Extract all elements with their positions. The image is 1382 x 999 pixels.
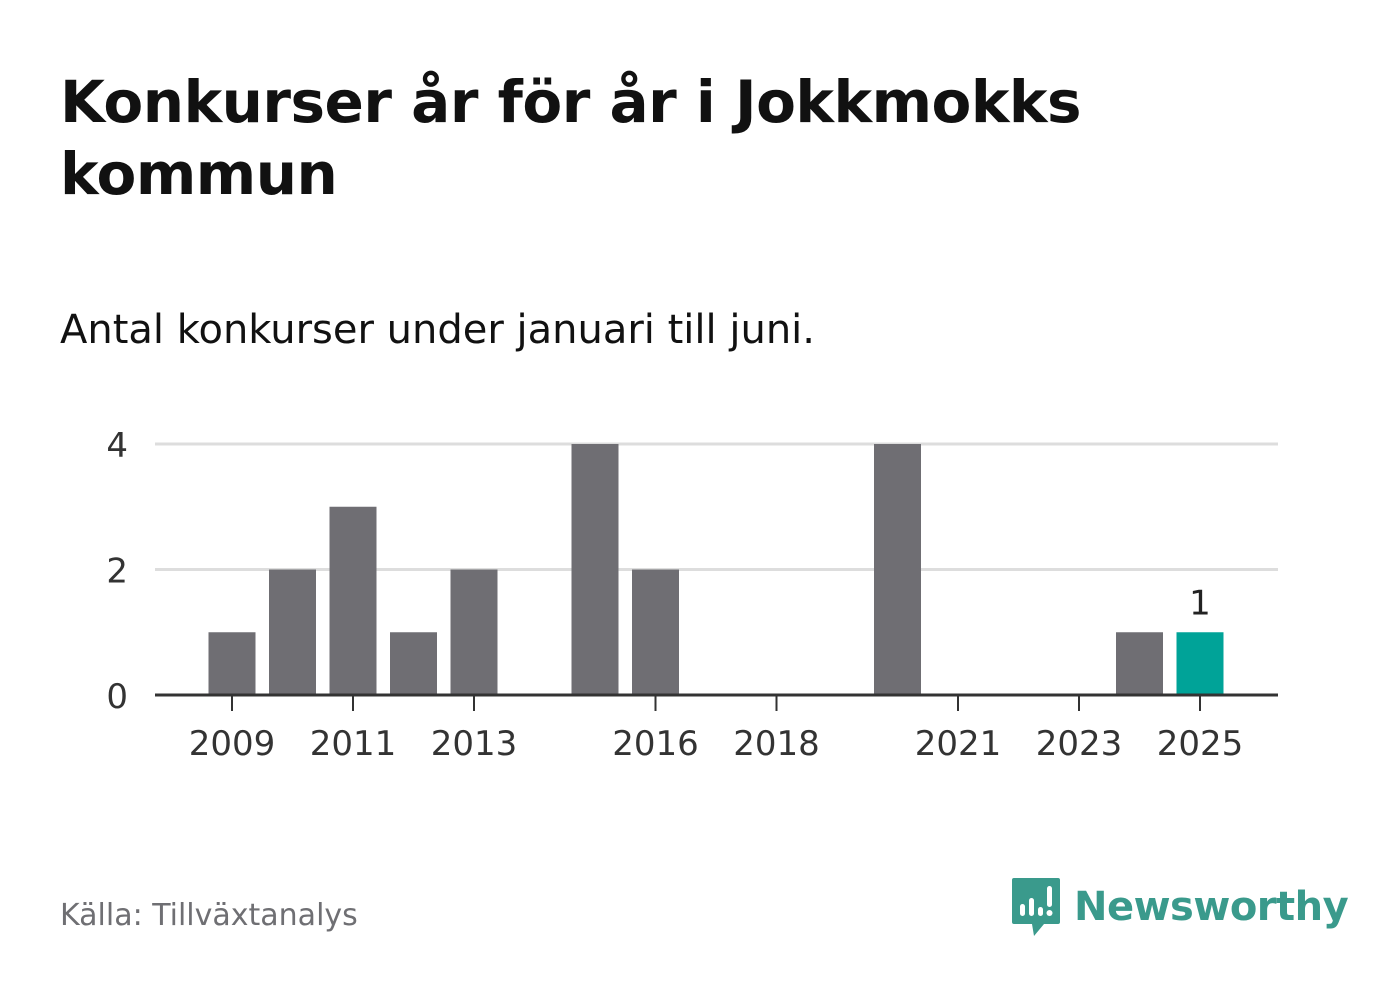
bar [329, 506, 377, 695]
brand-name: Newsworthy [1074, 884, 1349, 930]
brand-logo: Newsworthy [1010, 876, 1349, 938]
x-tick-label: 2021 [915, 724, 1002, 764]
bar [571, 444, 619, 695]
bar [390, 632, 437, 695]
bar [632, 569, 679, 695]
bar-chart: 0 2 4 2009 2011 2013 2016 2018 2021 2023 2025 1 [106, 426, 1278, 764]
bar [208, 632, 256, 695]
x-tick-label: 2011 [310, 724, 397, 764]
x-tick-label: 2016 [612, 724, 699, 764]
chart-subtitle: Antal konkurser under januari till juni. [60, 307, 815, 353]
x-tick-label: 2023 [1036, 724, 1123, 764]
x-tick-label: 2025 [1157, 724, 1244, 764]
y-tick-label: 4 [106, 426, 128, 466]
bar [269, 569, 316, 695]
bar [450, 569, 498, 695]
chart-title: Konkurser år för år i Jokkmokks kommun [60, 68, 1082, 208]
bar [1176, 632, 1224, 695]
x-tick-label: 2018 [733, 724, 820, 764]
y-tick-label: 2 [106, 552, 128, 592]
data-label: 1 [1189, 583, 1211, 623]
y-tick-label: 0 [106, 677, 128, 717]
bar [1116, 632, 1163, 695]
newsworthy-logo-icon [1012, 878, 1060, 936]
bar [874, 444, 921, 695]
x-tick-label: 2009 [189, 724, 276, 764]
x-tick-label: 2013 [431, 724, 518, 764]
source-note: Källa: Tillväxtanalys [60, 898, 358, 933]
